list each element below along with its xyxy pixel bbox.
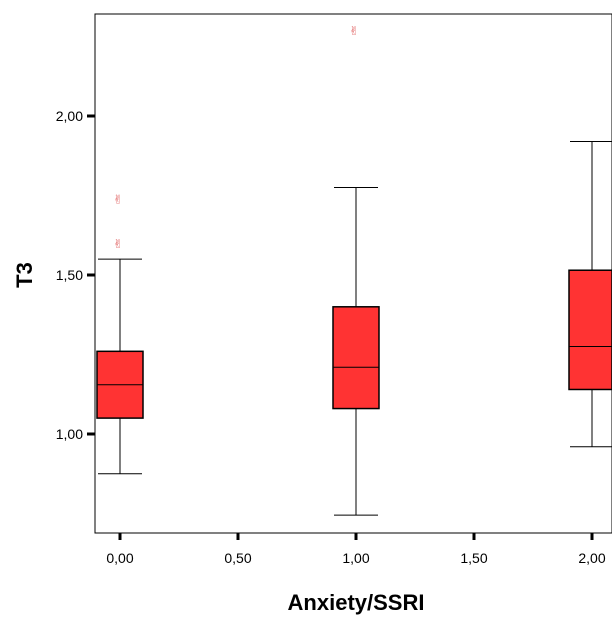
x-tick-label: 0,00 — [106, 550, 133, 566]
outlier-point: ✌ — [113, 237, 123, 251]
box-group — [568, 140, 612, 448]
x-tick-label: 2,00 — [578, 550, 605, 566]
y-axis: 1,00 1,50 2,00 — [56, 108, 95, 442]
iqr-box — [568, 269, 612, 391]
x-axis-title: Anxiety/SSRI — [288, 590, 425, 615]
y-tick-label: 1,50 — [56, 267, 83, 283]
y-tick-label: 1,00 — [56, 426, 83, 442]
x-tick-label: 1,50 — [460, 550, 487, 566]
box-series: ✌✌✌ — [96, 24, 612, 516]
plot-area — [94, 13, 612, 534]
box-group: ✌ — [332, 24, 380, 516]
box-group: ✌✌ — [96, 193, 144, 475]
y-tick-label: 2,00 — [56, 108, 83, 124]
outlier-point: ✌ — [113, 193, 123, 207]
iqr-box — [332, 306, 380, 410]
outlier-point: ✌ — [349, 24, 359, 38]
x-tick-label: 0,50 — [224, 550, 251, 566]
y-axis-title: T3 — [12, 262, 37, 288]
x-axis: 0,00 0,50 1,00 1,50 2,00 — [106, 533, 606, 566]
x-tick-label: 1,00 — [342, 550, 369, 566]
